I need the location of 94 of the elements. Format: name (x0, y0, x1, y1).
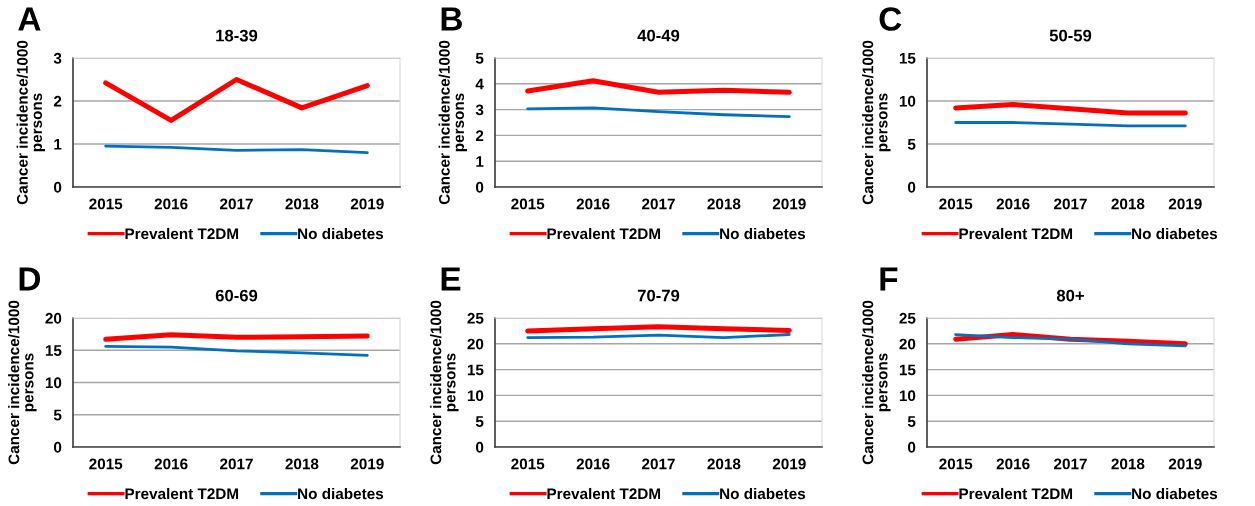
text: B (441, 7, 462, 31)
y-tick-label: 5 (53, 409, 62, 421)
x-tick-label: 2017 (642, 198, 675, 210)
legend-label: No diabetes (720, 227, 806, 240)
y-tick-label: 15 (45, 345, 62, 356)
y-tick-label: 15 (467, 364, 484, 376)
chart-title: 60-69 (215, 289, 258, 302)
x-tick-label: 2016 (576, 198, 610, 210)
x-tick-label: 2019 (350, 458, 384, 470)
chart-title: 80+ (1056, 289, 1084, 302)
legend-label: No diabetes (298, 487, 384, 500)
text: E (441, 267, 461, 291)
x-tick-label: 2019 (350, 198, 384, 210)
y-tick-label: 20 (45, 312, 62, 324)
legend-label: Prevalent T2DM (125, 227, 239, 240)
y-tick-label: 15 (899, 53, 916, 64)
text: D (19, 267, 41, 291)
x-tick-label: 2018 (707, 458, 741, 470)
x-tick-label: 2016 (154, 458, 188, 470)
x-tick-label: 2017 (220, 198, 253, 210)
y-tick-label: 0 (476, 441, 484, 453)
x-tick-label: 2019 (1168, 458, 1202, 470)
y-axis-title: Cancer incidence/1000 persons (438, 40, 468, 205)
y-tick-label: 2 (53, 95, 62, 107)
y-tick-label: 20 (899, 338, 916, 350)
x-tick-label: 2016 (576, 458, 610, 470)
y-tick-label: 4 (475, 78, 484, 90)
chart-title: 50-59 (1049, 29, 1092, 42)
y-tick-label: 0 (476, 181, 484, 193)
x-tick-label: 2015 (89, 458, 123, 470)
line-series (526, 106, 791, 118)
line-series (104, 344, 369, 357)
legend-label: No diabetes (298, 227, 384, 240)
x-tick-label: 2017 (642, 458, 675, 470)
y-tick-label: 5 (475, 53, 484, 64)
text: F (880, 267, 898, 291)
y-tick-label: 10 (899, 390, 916, 402)
legend-label: No diabetes (1132, 487, 1218, 500)
y-tick-label: 25 (467, 312, 484, 324)
line-series (104, 144, 369, 154)
legend-label: Prevalent T2DM (125, 487, 239, 500)
x-tick-label: 2015 (511, 198, 545, 210)
y-axis-title: Cancer incidence/1000 persons (862, 40, 891, 205)
y-tick-label: 10 (899, 95, 916, 107)
x-tick-label: 2019 (772, 198, 806, 210)
y-tick-label: 3 (53, 52, 62, 64)
x-tick-label: 2015 (511, 458, 545, 470)
x-tick-label: 2019 (1168, 198, 1202, 210)
y-axis-title: Cancer incidence/1000 persons (862, 300, 891, 465)
y-axis-title: Cancer incidence/1000 persons (430, 300, 459, 465)
y-axis-title: Cancer incidence/1000 persons (8, 300, 37, 465)
chart-title: 70-79 (637, 289, 680, 302)
y-tick-label: 5 (475, 416, 484, 427)
y-tick-label: 0 (54, 441, 62, 453)
legend-label: Prevalent T2DM (547, 487, 661, 500)
x-tick-label: 2018 (1111, 198, 1145, 210)
y-tick-label: 1 (476, 156, 484, 167)
legend-label: Prevalent T2DM (959, 487, 1073, 500)
x-tick-label: 2018 (707, 198, 741, 210)
x-tick-label: 2017 (220, 458, 253, 470)
x-tick-label: 2015 (89, 198, 123, 210)
y-tick-label: 15 (899, 364, 916, 376)
legend-label: Prevalent T2DM (547, 227, 661, 240)
x-tick-label: 2019 (772, 458, 806, 470)
x-tick-label: 2017 (1054, 198, 1087, 210)
y-axis-title: Cancer incidence/1000 persons (16, 40, 46, 205)
x-tick-label: 2017 (1054, 458, 1087, 470)
legend-label: No diabetes (1132, 227, 1218, 240)
x-tick-label: 2015 (939, 458, 973, 470)
y-tick-label: 20 (467, 338, 484, 350)
y-tick-label: 0 (908, 181, 916, 193)
y-tick-label: 0 (908, 441, 916, 453)
legend-label: No diabetes (720, 487, 806, 500)
y-tick-label: 10 (45, 377, 62, 389)
y-tick-label: 1 (54, 139, 62, 150)
y-tick-label: 5 (907, 139, 916, 150)
chart-title: 18-39 (216, 29, 258, 42)
legend-label: Prevalent T2DM (959, 227, 1073, 240)
y-tick-label: 25 (899, 312, 916, 324)
x-tick-label: 2018 (285, 458, 319, 470)
y-tick-label: 0 (54, 181, 62, 193)
text: A (18, 7, 41, 31)
x-tick-label: 2018 (1111, 458, 1145, 470)
y-tick-label: 5 (907, 416, 916, 427)
y-tick-label: 2 (475, 130, 484, 141)
text: C (879, 7, 902, 31)
x-tick-label: 2016 (996, 458, 1030, 470)
chart-title: 40-49 (637, 29, 680, 42)
y-tick-label: 3 (475, 104, 484, 116)
x-tick-label: 2018 (285, 198, 319, 210)
x-tick-label: 2015 (939, 198, 973, 210)
x-tick-label: 2016 (154, 198, 188, 210)
y-tick-label: 10 (467, 390, 484, 402)
x-tick-label: 2016 (996, 198, 1030, 210)
